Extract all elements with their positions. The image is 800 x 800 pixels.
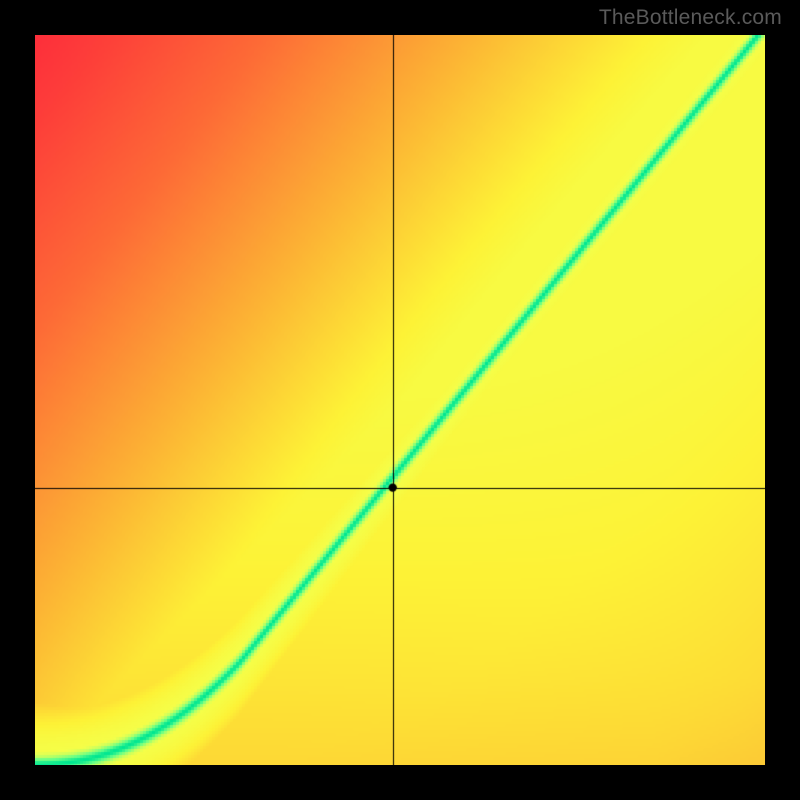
figure-frame: TheBottleneck.com — [0, 0, 800, 800]
plot-area — [35, 35, 765, 765]
watermark-text: TheBottleneck.com — [599, 6, 782, 30]
bottleneck-heatmap — [35, 35, 765, 765]
